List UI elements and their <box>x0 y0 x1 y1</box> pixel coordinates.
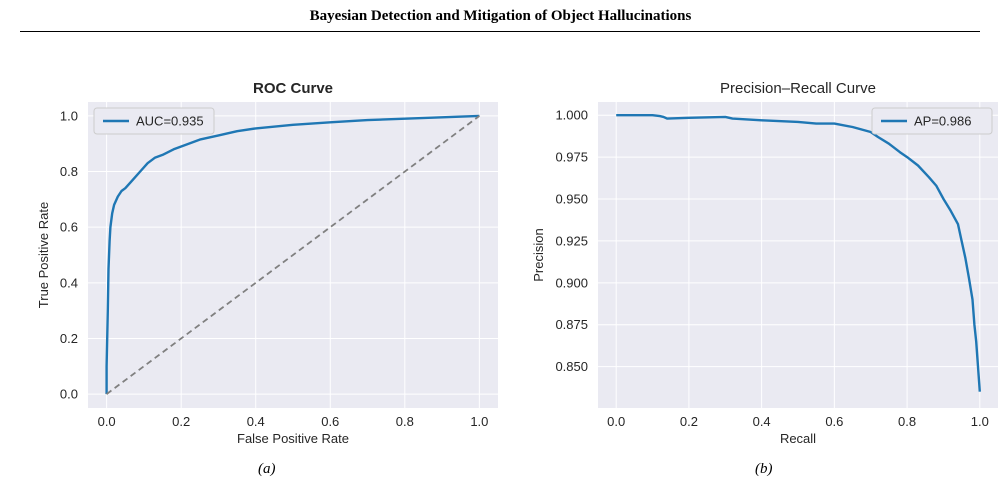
x-tick-label: 0.4 <box>247 414 265 429</box>
pr-legend-box <box>871 107 993 135</box>
pr-chart-title: Precision–Recall Curve <box>720 80 876 97</box>
pr-y-axis-label: Precision <box>531 228 546 281</box>
series-line <box>105 114 480 395</box>
y-tick-label: 0.6 <box>60 220 78 235</box>
roc-x-axis-label: False Positive Rate <box>237 431 349 446</box>
x-tick-label: 0.8 <box>396 414 414 429</box>
pr-chart: 0.0 0.2 0.4 0.6 0.8 1.0 0.850 0.875 0.900 0.925 0.… <box>531 80 998 446</box>
x-tick-label: 0.0 <box>607 414 625 429</box>
x-tick-label: 1.0 <box>971 414 989 429</box>
x-tick-label: 0.2 <box>680 414 698 429</box>
y-tick-label: 0.900 <box>555 275 588 290</box>
x-tick-label: 0.2 <box>172 414 190 429</box>
roc-chart: 0.0 0.2 0.4 0.6 0.8 1.0 0.0 0.2 0.4 0.6 0.8 1.0 ROC… <box>36 80 498 446</box>
roc-y-axis-label: True Positive Rate <box>36 202 51 308</box>
y-tick-label: 0.925 <box>555 233 588 248</box>
pr-grid <box>598 102 998 408</box>
roc-legend-box <box>93 107 215 135</box>
pr-tick-labels: 0.0 0.2 0.4 0.6 0.8 1.0 0.850 0.875 0.900 0.925 0.… <box>555 108 988 429</box>
chance-diagonal-line <box>106 115 480 395</box>
x-tick-label: 0.6 <box>825 414 843 429</box>
roc-grid <box>88 102 498 408</box>
pr-legend: AP=0.986 <box>871 107 993 135</box>
y-tick-label: 0.950 <box>555 192 588 207</box>
series-line <box>616 113 981 392</box>
roc-legend: AUC=0.935 <box>93 107 215 135</box>
x-tick-label: 0.6 <box>321 414 339 429</box>
y-tick-label: 0.975 <box>555 150 588 165</box>
pr-legend-label: AP=0.986 <box>914 114 971 129</box>
pr-plot-area <box>598 102 998 408</box>
y-tick-label: 0.2 <box>60 331 78 346</box>
y-tick-label: 0.875 <box>555 317 588 332</box>
pr-x-axis-label: Recall <box>780 431 816 446</box>
y-tick-label: 0.0 <box>60 387 78 402</box>
roc-series <box>105 114 480 395</box>
x-tick-label: 1.0 <box>470 414 488 429</box>
y-tick-label: 0.8 <box>60 164 78 179</box>
caption-b: (b) <box>755 461 773 477</box>
caption-a: (a) <box>258 461 276 477</box>
page-header-title: Bayesian Detection and Mitigation of Obj… <box>309 8 692 24</box>
roc-tick-labels: 0.0 0.2 0.4 0.6 0.8 1.0 0.0 0.2 0.4 0.6 0.8 1.0 <box>60 108 488 429</box>
y-tick-label: 0.4 <box>60 275 78 290</box>
y-tick-label: 1.0 <box>60 108 78 123</box>
x-tick-label: 0.4 <box>753 414 771 429</box>
y-tick-label: 1.000 <box>555 108 588 123</box>
roc-legend-label: AUC=0.935 <box>136 114 204 129</box>
x-tick-label: 0.0 <box>98 414 116 429</box>
header-rule <box>20 31 980 32</box>
pr-series <box>616 113 981 392</box>
roc-chart-title: ROC Curve <box>253 80 333 97</box>
y-tick-label: 0.850 <box>555 359 588 374</box>
x-tick-label: 0.8 <box>898 414 916 429</box>
